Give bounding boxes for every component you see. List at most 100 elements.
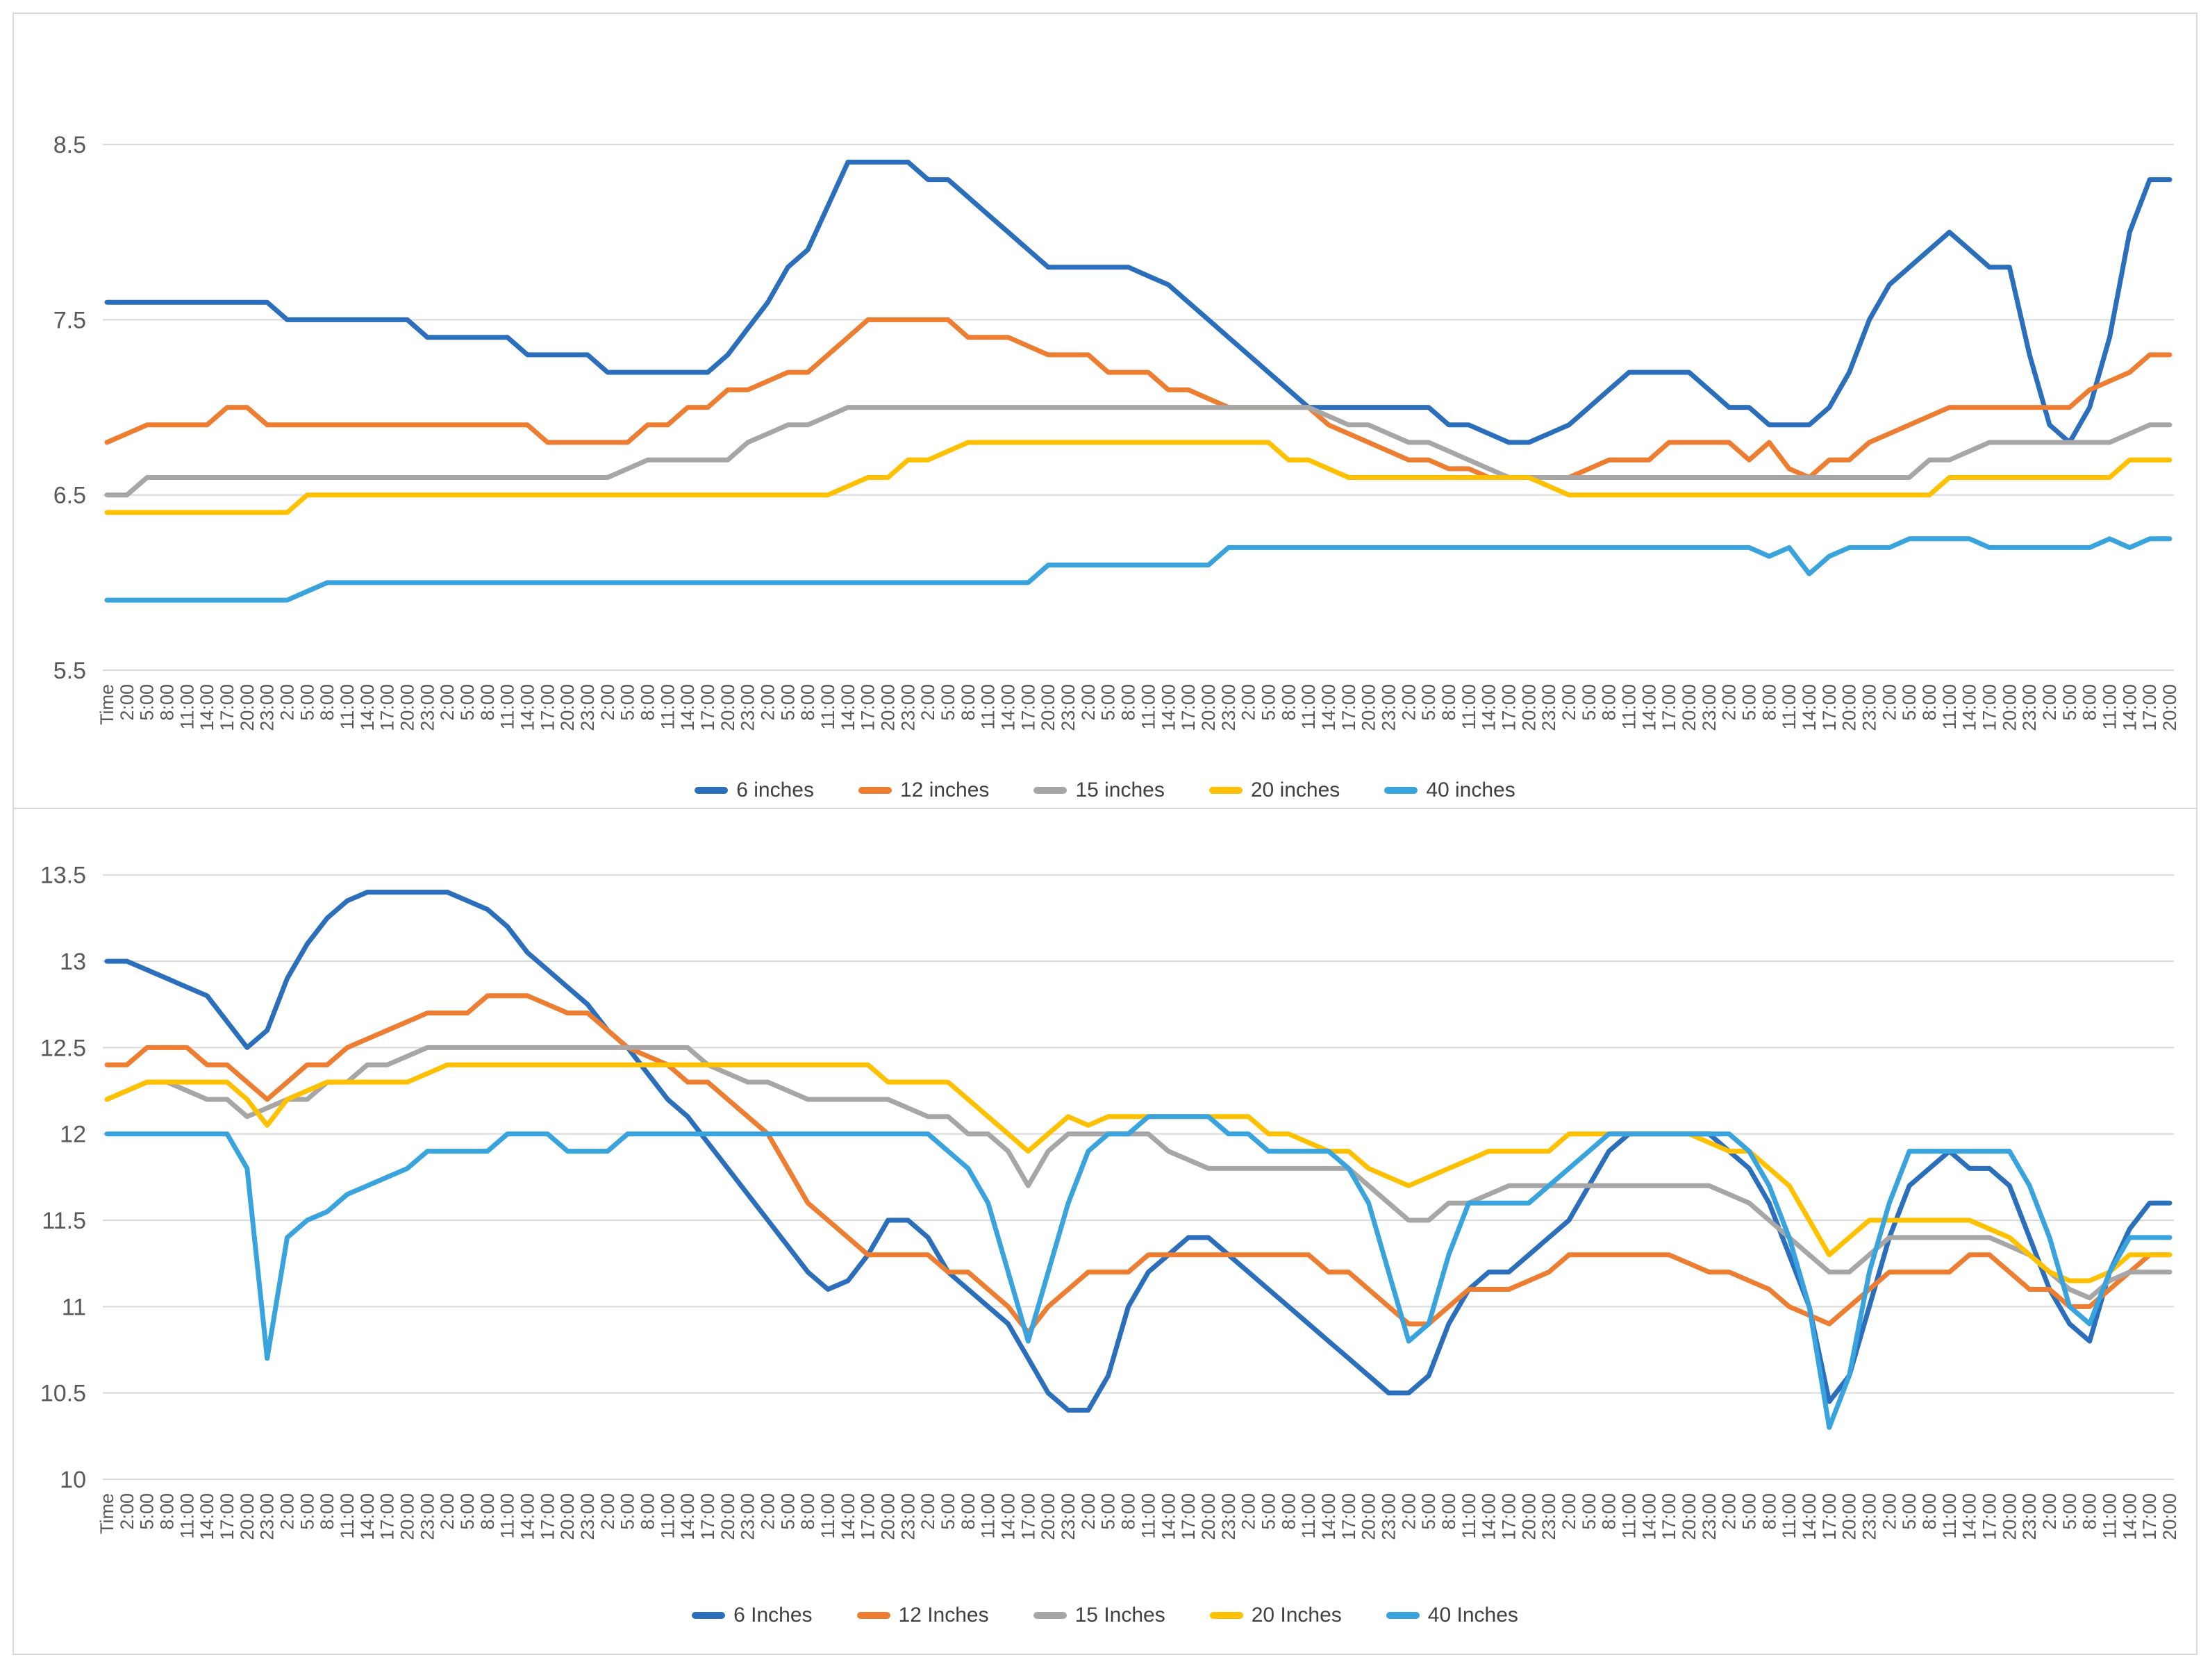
legend-swatch-icon (692, 1612, 726, 1619)
chart-workbook-canvas: 8.5 7.5 6.5 5.5 Time 2:00 5:00 8:00 11:00 14:00 17… (0, 13, 2210, 1680)
line-chart-top[interactable]: 8.57.56.55.5Time2:005:008:0011:0014:0017… (14, 14, 2196, 799)
x-tick-label: 8:00 (477, 1493, 498, 1530)
x-tick-label: 23:00 (897, 1493, 918, 1540)
legend-item-40-inches[interactable]: 40 inches (1384, 779, 1515, 802)
legend-item-40-inches[interactable]: 40 Inches (1386, 1604, 1518, 1627)
x-tick-label: 20:00 (2159, 684, 2180, 731)
x-tick-label: 14:00 (517, 1493, 538, 1540)
x-tick-label: 20:00 (717, 684, 738, 731)
series-12-inches[interactable] (104, 317, 2172, 480)
x-tick-label: 20:00 (878, 1493, 899, 1540)
x-tick-label: 8:00 (157, 684, 178, 721)
x-tick-label: 23:00 (257, 1493, 278, 1540)
series-15-inches[interactable] (104, 405, 2172, 498)
chart-panel-bottom: 13.5 13 12.5 12 11.5 11 10.5 10 Time 2:00 5:00 8:00… (13, 808, 2197, 1655)
x-tick-label: 5:00 (1418, 1493, 1439, 1530)
x-tick-label: 11:00 (2099, 684, 2120, 730)
x-tick-label: 23:00 (2019, 684, 2040, 731)
chart-panel-top: 8.5 7.5 6.5 5.5 Time 2:00 5:00 8:00 11:00 14:00 17… (13, 13, 2197, 808)
legend-item-15-inches[interactable]: 15 inches (1033, 779, 1165, 802)
x-tick-label: 5:00 (617, 1493, 638, 1530)
x-tick-label: 2:00 (1238, 1493, 1259, 1530)
x-tick-label: 11:00 (1459, 684, 1479, 730)
x-tick-label: 2:00 (1398, 684, 1419, 721)
x-tick-label: 2:00 (117, 1493, 138, 1530)
x-tick-label: 23:00 (1058, 1493, 1079, 1540)
legend-item-20-inches[interactable]: 20 inches (1208, 779, 1340, 802)
x-tick-label: 11:00 (657, 1493, 678, 1539)
legend-swatch-icon (856, 1612, 890, 1619)
x-tick-label: 8:00 (1118, 684, 1139, 721)
legend-item-20-inches[interactable]: 20 Inches (1209, 1604, 1342, 1627)
x-tick-label: 14:00 (1959, 684, 1980, 731)
series-20-inches[interactable] (104, 1062, 2172, 1283)
x-tick-label: 11:00 (1939, 1493, 1960, 1539)
x-tick-label: 23:00 (1218, 1493, 1239, 1540)
x-tick-label: 20:00 (237, 684, 258, 731)
x-tick-label: 20:00 (1999, 684, 2020, 731)
series-40-inches[interactable] (104, 1114, 2172, 1430)
series-40-inches[interactable] (104, 536, 2172, 603)
x-tick-label: 23:00 (1699, 684, 1720, 731)
x-tick-label: 14:00 (1479, 684, 1499, 731)
x-tick-label: 2:00 (597, 1493, 618, 1530)
x-tick-label: 5:00 (1738, 1493, 1759, 1530)
x-tick-label: 17:00 (1338, 1493, 1359, 1540)
x-tick-label: 8:00 (1438, 684, 1459, 721)
x-tick-label: 23:00 (1699, 1493, 1720, 1540)
x-tick-label: 23:00 (577, 1493, 598, 1540)
legend-label: 6 Inches (733, 1604, 813, 1627)
x-tick-label: 23:00 (257, 684, 278, 731)
x-tick-label: 2:00 (1078, 1493, 1099, 1530)
x-tick-label: 14:00 (1479, 1493, 1499, 1540)
x-tick-label: 8:00 (477, 684, 498, 721)
x-tick-label: 20:00 (1839, 684, 1860, 731)
x-tick-label: 2:00 (597, 684, 618, 721)
legend-item-6-inches[interactable]: 6 Inches (692, 1604, 813, 1627)
legend-item-12-inches[interactable]: 12 Inches (856, 1604, 989, 1627)
x-tick-label: 11:00 (657, 684, 678, 730)
y-tick-label: 10.5 (40, 1381, 86, 1407)
x-tick-label: 8:00 (638, 684, 658, 721)
y-tick-label: 12 (60, 1122, 86, 1148)
series-20-inches[interactable] (104, 440, 2172, 515)
series-6-inches[interactable] (104, 159, 2172, 445)
x-tick-label: 23:00 (1378, 684, 1399, 731)
x-tick-label: 14:00 (517, 684, 538, 731)
x-tick-label: 5:00 (617, 684, 638, 721)
x-tick-label: 5:00 (137, 1493, 158, 1530)
x-tick-label: 11:00 (337, 684, 358, 730)
x-tick-label: 11:00 (2099, 1493, 2120, 1539)
x-tick-label: 17:00 (377, 1493, 398, 1540)
x-tick-label: 14:00 (1959, 1493, 1980, 1540)
x-tick-label: 17:00 (697, 1493, 718, 1540)
legend-item-12-inches[interactable]: 12 inches (858, 779, 989, 802)
series-12-inches[interactable] (104, 993, 2172, 1336)
x-tick-label: 23:00 (738, 1493, 758, 1540)
x-tick-label: 2:00 (277, 684, 298, 721)
x-tick-label: 11:00 (176, 684, 197, 730)
legend-item-6-inches[interactable]: 6 inches (695, 779, 814, 802)
x-tick-label: 8:00 (797, 684, 818, 721)
y-tick-label: 6.5 (53, 483, 86, 509)
x-tick-label: Time (97, 1493, 117, 1534)
x-tick-label: 5:00 (938, 1493, 958, 1530)
line-chart-bottom[interactable]: 13.51312.51211.51110.510Time2:005:008:00… (14, 809, 2196, 1646)
x-tick-label: 5:00 (777, 1493, 798, 1530)
series-15-inches[interactable] (104, 1045, 2172, 1301)
legend-item-15-inches[interactable]: 15 Inches (1033, 1604, 1165, 1627)
x-tick-label: 23:00 (1378, 1493, 1399, 1540)
x-tick-label: 14:00 (1799, 684, 1820, 731)
x-tick-label: 14:00 (1158, 1493, 1179, 1540)
x-tick-label: 20:00 (1359, 1493, 1379, 1540)
x-tick-label: 17:00 (1017, 1493, 1038, 1540)
x-tick-label: 20:00 (1038, 1493, 1058, 1540)
x-tick-label: 5:00 (1738, 684, 1759, 721)
x-axis-labels: Time2:005:008:0011:0014:0017:0020:0023:0… (97, 684, 2180, 731)
x-tick-label: 5:00 (297, 1493, 317, 1530)
x-tick-label: 20:00 (557, 684, 578, 731)
x-tick-label: 17:00 (537, 684, 558, 731)
series-6-inches[interactable] (104, 890, 2172, 1413)
x-tick-label: 20:00 (1839, 1493, 1860, 1540)
x-tick-label: 14:00 (998, 1493, 1019, 1540)
